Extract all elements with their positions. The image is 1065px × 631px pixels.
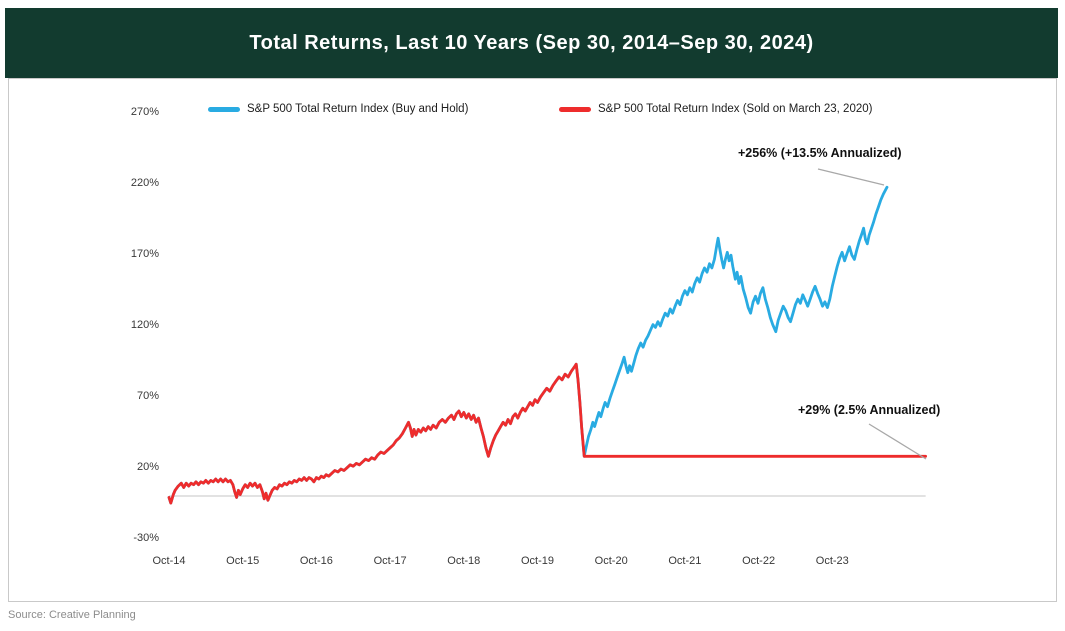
y-tick-label: 220% xyxy=(130,177,159,190)
x-tick-label: Oct-16 xyxy=(299,555,333,567)
x-tick-label: Oct-15 xyxy=(226,555,260,567)
x-tick-label: Oct-21 xyxy=(668,555,702,567)
x-tick-label: Oct-18 xyxy=(447,555,481,567)
chart-box: S&P 500 Total Return Index (Buy and Hold… xyxy=(8,78,1057,602)
legend-item-buy-hold: S&P 500 Total Return Index (Buy and Hold… xyxy=(208,103,468,115)
sold-line xyxy=(167,362,927,505)
chart-title-bar: Total Returns, Last 10 Years (Sep 30, 20… xyxy=(5,8,1058,78)
sold-legend-swatch-icon xyxy=(559,106,591,112)
y-tick-label: 170% xyxy=(130,248,159,261)
y-tick-label: -30% xyxy=(133,531,159,544)
y-tick-label: 70% xyxy=(136,389,159,402)
legend-item-sold: S&P 500 Total Return Index (Sold on Marc… xyxy=(559,103,872,115)
page-title: Total Returns, Last 10 Years (Sep 30, 20… xyxy=(249,31,814,54)
sold-annotation-leader-line xyxy=(868,423,927,460)
x-tick-label: Oct-14 xyxy=(152,555,186,567)
source-attribution: Source: Creative Planning xyxy=(8,609,136,621)
sold-end-annotation: +29% (2.5% Annualized) xyxy=(798,403,941,417)
y-tick-label: 20% xyxy=(136,460,159,473)
y-tick-label: 270% xyxy=(130,106,159,119)
y-tick-label: 120% xyxy=(130,318,159,331)
x-tick-label: Oct-19 xyxy=(520,555,554,567)
x-tick-label: Oct-23 xyxy=(815,555,849,567)
x-tick-label: Oct-22 xyxy=(742,555,776,567)
legend-label-buy-hold: S&P 500 Total Return Index (Buy and Hold… xyxy=(247,103,469,115)
buy-hold-end-annotation: +256% (+13.5% Annualized) xyxy=(738,146,902,160)
x-tick-label: Oct-20 xyxy=(594,555,628,567)
legend-label-sold: S&P 500 Total Return Index (Sold on Marc… xyxy=(598,103,873,115)
buy-hold-annotation-leader-line xyxy=(817,168,885,186)
buy-hold-legend-swatch-icon xyxy=(208,106,240,112)
x-tick-label: Oct-17 xyxy=(373,555,407,567)
plot-canvas xyxy=(167,168,927,505)
